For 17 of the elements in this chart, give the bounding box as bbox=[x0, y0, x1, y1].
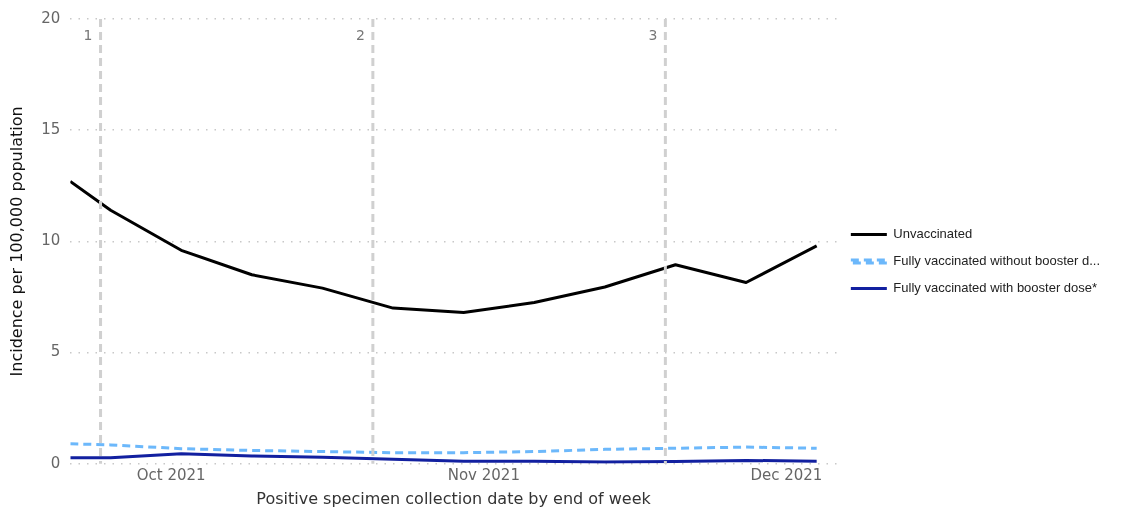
y-tick-label: 15 bbox=[41, 120, 61, 139]
x-axis-title: Positive specimen collection date by end of week bbox=[256, 488, 652, 508]
x-tick-label: Nov 2021 bbox=[447, 465, 520, 484]
ref-line-label: 2 bbox=[355, 26, 365, 43]
ref-line-label: 3 bbox=[648, 26, 658, 43]
line-series bbox=[70, 442, 819, 455]
legend-label: Fully vaccinated with booster dose* bbox=[893, 280, 1098, 296]
x-tick-label: Dec 2021 bbox=[750, 465, 823, 484]
legend-label: Fully vaccinated without booster d... bbox=[893, 253, 1101, 269]
y-tick-label: 0 bbox=[50, 453, 61, 472]
y-tick-label: 10 bbox=[41, 231, 61, 250]
x-tick-label: Oct 2021 bbox=[136, 465, 206, 484]
y-tick-label: 20 bbox=[41, 8, 61, 27]
ref-line-label: 1 bbox=[83, 26, 93, 43]
y-axis-title: Incidence per 100,000 population bbox=[6, 106, 26, 377]
y-tick-label: 5 bbox=[50, 342, 61, 361]
legend-label: Unvaccinated bbox=[893, 226, 973, 242]
